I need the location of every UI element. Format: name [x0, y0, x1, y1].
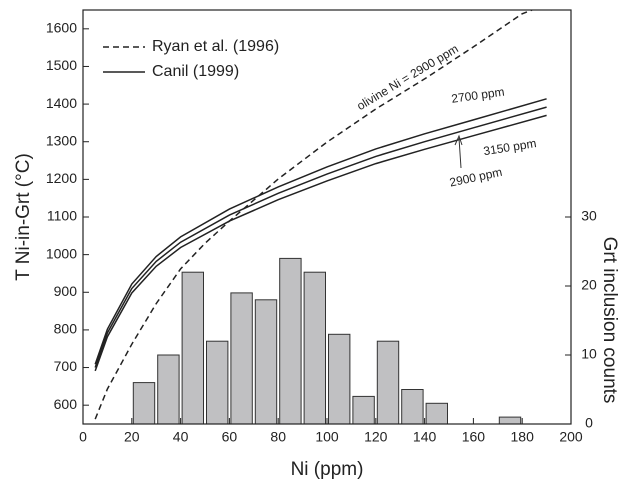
histogram-bar: [303, 271, 327, 425]
annotation: 2900 ppm: [448, 165, 503, 190]
x-tick-label: 40: [173, 429, 189, 445]
x-tick-label: 180: [511, 429, 535, 445]
y-tick-label: 700: [54, 358, 78, 374]
histogram-bar: [425, 402, 449, 425]
annotation: 3150 ppm: [482, 136, 537, 158]
histogram-bar: [376, 340, 400, 425]
x-tick-label: 200: [559, 429, 583, 445]
y-tick-label: 1600: [46, 20, 77, 36]
x-tick-label: 60: [222, 429, 238, 445]
line: [94, 98, 547, 365]
line: [94, 114, 547, 372]
histogram-bar: [254, 299, 278, 425]
y-tick-label: 1200: [46, 170, 77, 186]
line: [94, 106, 547, 368]
y2-tick-label: 10: [581, 346, 597, 362]
y-tick-label: 1100: [47, 208, 77, 224]
histogram-bar: [352, 395, 375, 425]
histogram-bar: [498, 416, 522, 425]
histogram-bar: [206, 340, 229, 425]
x-tick-label: 0: [79, 429, 87, 445]
y2-tick-label: 0: [585, 415, 593, 431]
y-tick-label: 900: [54, 283, 78, 299]
y-tick-label: 1400: [46, 95, 77, 111]
legend-label: Canil (1999): [152, 63, 239, 80]
y-tick-label: 800: [54, 321, 78, 337]
x-tick-label: 100: [315, 429, 339, 445]
histogram-bar: [157, 354, 180, 425]
annotation: 2700 ppm: [450, 85, 505, 106]
y-tick-label: 1000: [46, 245, 77, 261]
legend-label: Ryan et al. (1996): [152, 38, 279, 55]
annotation-arrow: [454, 134, 463, 169]
x-tick-label: 160: [462, 429, 486, 445]
y2-tick-label: 30: [581, 208, 597, 224]
histogram-bar: [230, 292, 253, 425]
histogram-bar: [132, 382, 156, 425]
x-tick-label: 20: [124, 429, 140, 445]
y-tick-label: 1500: [46, 57, 77, 73]
histogram-bar: [279, 257, 302, 425]
y2-axis-label: Grt inclusion counts: [599, 237, 620, 404]
histogram-bar: [328, 333, 351, 425]
histogram-bar: [401, 389, 424, 425]
y2-tick-label: 20: [581, 277, 597, 293]
x-tick-label: 140: [413, 429, 437, 445]
line: [94, 10, 533, 420]
x-tick-label: 80: [270, 429, 286, 445]
x-tick-label: 120: [364, 429, 388, 445]
y-axis-label: T Ni-in-Grt (°C): [13, 153, 34, 281]
y-tick-label: 1300: [46, 132, 77, 148]
annotation: olivine Ni = 2900 ppm: [354, 41, 460, 113]
histogram-bar: [181, 271, 205, 425]
x-axis-label: Ni (ppm): [291, 459, 364, 480]
y-tick-label: 600: [54, 396, 78, 412]
